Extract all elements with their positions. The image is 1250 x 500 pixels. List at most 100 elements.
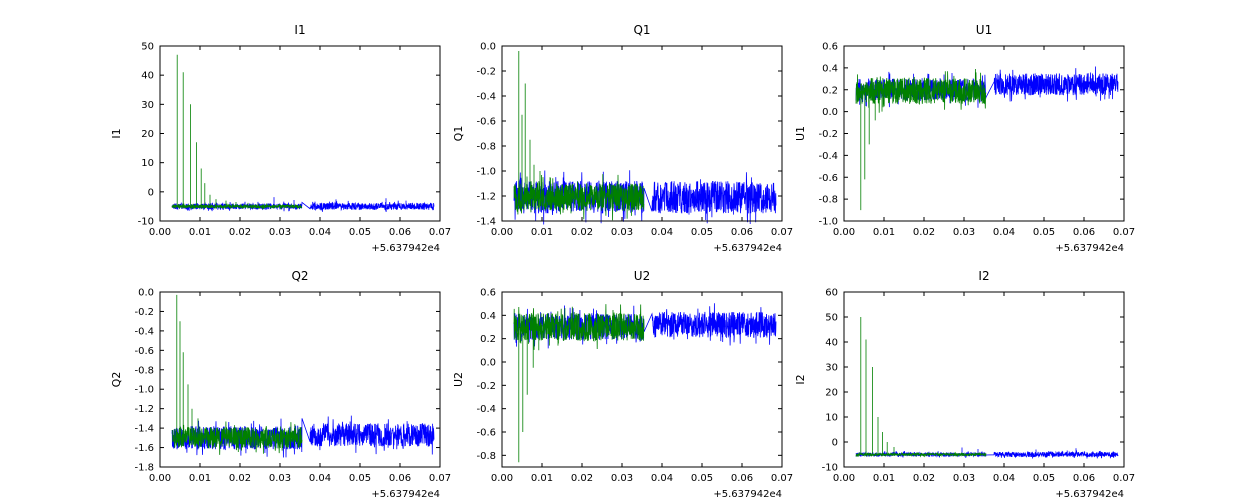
subplot-q2: 0.00 0.01 0.02 0.03 0.04 0.05 0.06 0.07 -1.8 -1.6… [110,269,451,500]
y-tick-label: -0.4 [134,326,154,337]
subplot-title: I2 [978,269,989,283]
green-series [171,54,303,210]
y-tick-label: 10 [141,158,154,169]
green-series [855,68,987,211]
y-tick-label: 40 [141,71,154,82]
axes-frame [843,45,1125,222]
x-tick-label: 0.00 [491,227,513,238]
y-tick-label: -0.2 [134,307,154,318]
x-tick-label: 0.00 [149,227,171,238]
blue-series [171,197,435,213]
y-tick-label: -1.0 [134,385,154,396]
y-tick-label: 0.2 [822,85,838,96]
subplot-title: U2 [634,269,650,283]
x-tick-label: 0.06 [731,473,753,484]
x-tick-label: 0.06 [389,227,411,238]
y-tick-label: -0.4 [818,151,838,162]
x-tick-label: 0.05 [1033,473,1055,484]
y-axis-label: I1 [110,128,123,138]
x-tick-label: 0.04 [993,473,1015,484]
x-tick-label: 0.07 [429,473,451,484]
y-tick-label: -1.8 [134,463,154,474]
y-tick-label: -1.2 [134,404,154,415]
x-tick-label: 0.07 [771,473,793,484]
y-tick-label: -0.2 [476,67,496,78]
y-tick-label: 0 [148,187,154,198]
x-tick-label: 0.04 [651,473,673,484]
y-tick-label: -0.6 [476,428,496,439]
x-tick-label: 0.02 [229,473,251,484]
y-axis-label: Q2 [110,372,123,388]
axes-frame [501,45,783,222]
x-tick-label: 0.00 [491,473,513,484]
y-tick-label: -0.8 [476,142,496,153]
x-offset-label: +5.637942e4 [371,489,440,500]
y-tick-label: 0.4 [822,63,838,74]
x-tick-label: 0.07 [771,227,793,238]
x-tick-label: 0.00 [833,227,855,238]
subplot-cell-i2: 0.00 0.01 0.02 0.03 0.04 0.05 0.06 0.07 -10 0 10 20… [788,254,1135,500]
y-tick-label: 10 [825,413,838,424]
subplot-title: U1 [976,23,992,37]
y-tick-label: -0.2 [818,129,838,140]
x-tick-label: 0.06 [1073,227,1095,238]
x-tick-label: 0.07 [429,227,451,238]
x-tick-label: 0.03 [611,227,633,238]
subplot-i1: 0.00 0.01 0.02 0.03 0.04 0.05 0.06 0.07 -10 0 10 20… [110,23,451,254]
axes-frame [159,45,441,222]
x-offset-label: +5.637942e4 [371,243,440,254]
y-tick-label: 50 [141,42,154,53]
x-tick-label: 0.04 [309,473,331,484]
y-tick-label: 0.0 [480,42,496,53]
x-tick-label: 0.03 [953,227,975,238]
x-tick-label: 0.05 [1033,227,1055,238]
subplot-u1: 0.00 0.01 0.02 0.03 0.04 0.05 0.06 0.07 -1.0 -0.8… [794,23,1135,254]
x-tick-label: 0.03 [953,473,975,484]
subplot-i2: 0.00 0.01 0.02 0.03 0.04 0.05 0.06 0.07 -10 0 10 20… [794,269,1135,500]
subplot-title: I1 [294,23,305,37]
x-tick-label: 0.02 [913,227,935,238]
y-tick-label: 0 [832,438,838,449]
x-tick-label: 0.05 [691,227,713,238]
x-tick-label: 0.01 [531,227,553,238]
x-tick-label: 0.07 [1113,473,1135,484]
y-tick-label: -1.2 [476,192,496,203]
y-tick-label: 0.0 [480,358,496,369]
y-tick-label: -0.6 [818,173,838,184]
subplot-title: Q1 [633,23,650,37]
x-tick-label: 0.02 [913,473,935,484]
y-tick-label: -1.0 [476,167,496,178]
y-axis-label: U1 [794,126,807,141]
y-axis-label: I2 [794,374,807,384]
y-axis-label: U2 [452,372,465,387]
y-tick-label: -0.8 [134,365,154,376]
y-axis-label: Q1 [452,126,465,142]
y-tick-label: -0.6 [476,117,496,128]
subplot-cell-q2: 0.00 0.01 0.02 0.03 0.04 0.05 0.06 0.07 -1.8 -1.6… [104,254,451,500]
y-tick-label: 0.6 [822,42,838,53]
y-tick-label: -0.4 [476,404,496,415]
x-offset-label: +5.637942e4 [713,243,782,254]
x-tick-label: 0.02 [571,227,593,238]
subplot-title: Q2 [291,269,308,283]
x-tick-label: 0.03 [611,473,633,484]
x-tick-label: 0.04 [651,227,673,238]
x-tick-label: 0.06 [1073,473,1095,484]
x-tick-label: 0.01 [873,473,895,484]
green-series [855,317,987,458]
x-tick-label: 0.05 [691,473,713,484]
y-tick-label: 30 [141,100,154,111]
y-tick-label: 60 [825,288,838,299]
y-tick-label: 20 [825,388,838,399]
x-tick-label: 0.00 [833,473,855,484]
x-offset-label: +5.637942e4 [713,489,782,500]
x-tick-label: 0.04 [993,227,1015,238]
y-tick-label: -0.8 [476,451,496,462]
y-tick-label: 0.6 [480,288,496,299]
y-tick-label: -1.6 [134,443,154,454]
subplot-u2: 0.00 0.01 0.02 0.03 0.04 0.05 0.06 0.07 -0.8 -0.6… [452,269,793,500]
subplot-q1: 0.00 0.01 0.02 0.03 0.04 0.05 0.06 0.07 -1.4 -1.2… [452,23,793,254]
green-series [171,294,303,455]
x-tick-label: 0.02 [229,227,251,238]
